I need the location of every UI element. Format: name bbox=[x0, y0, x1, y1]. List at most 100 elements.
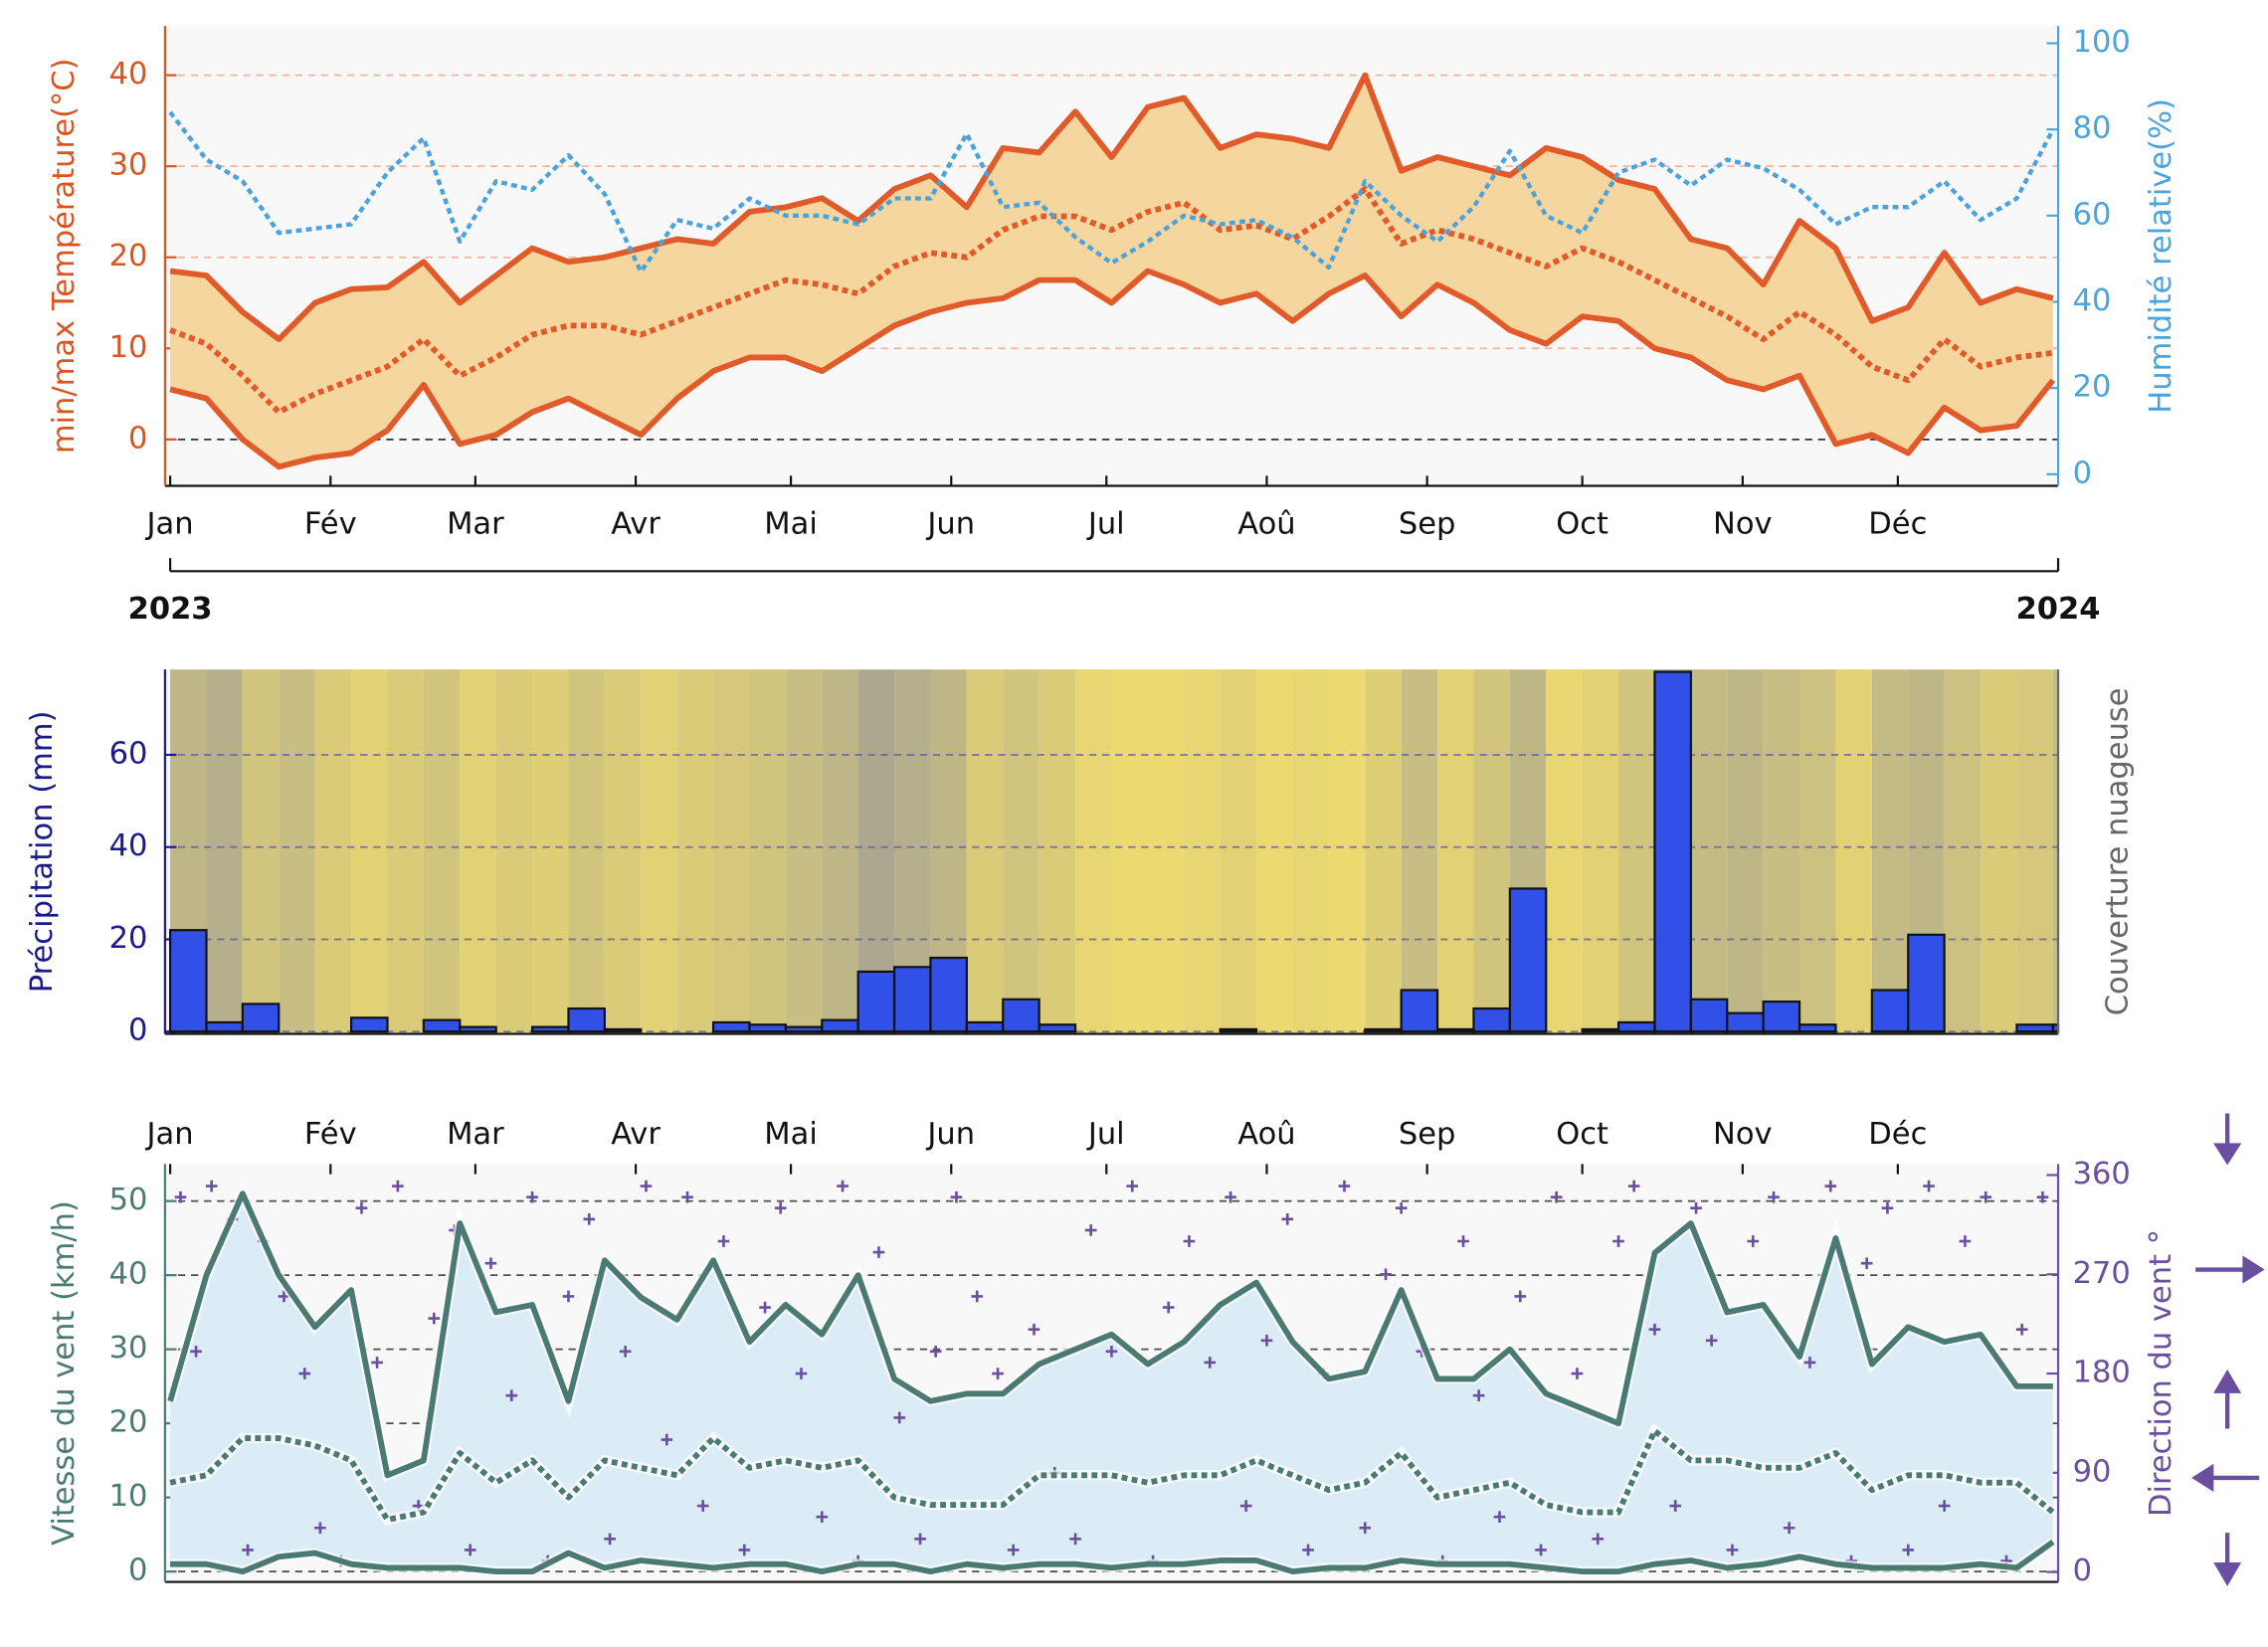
direction-point bbox=[174, 1190, 187, 1203]
direction-point bbox=[816, 1511, 829, 1523]
y-tick-label: 20 bbox=[109, 921, 148, 956]
x-tick-label: Sep bbox=[1399, 1117, 1456, 1152]
y-tick-label: 0 bbox=[128, 421, 147, 456]
y2-tick-label: 0 bbox=[2073, 1554, 2092, 1588]
direction-point bbox=[696, 1500, 709, 1512]
direction-point bbox=[1395, 1201, 1408, 1214]
cloud-stripe bbox=[2016, 669, 2053, 1034]
direction-point bbox=[1359, 1522, 1372, 1535]
cloud-stripe bbox=[641, 669, 677, 1034]
y2-tick-label: 90 bbox=[2073, 1454, 2112, 1489]
precip-bar bbox=[856, 970, 896, 1033]
direction-point bbox=[1204, 1357, 1217, 1369]
direction-point bbox=[484, 1257, 497, 1269]
cloud-stripe bbox=[1944, 669, 1982, 1034]
precip-bar bbox=[349, 1016, 389, 1033]
precip-bar bbox=[892, 966, 932, 1033]
y-tick-label: 50 bbox=[109, 1183, 148, 1217]
cloud-stripe bbox=[495, 669, 533, 1034]
x-tick-label: Nov bbox=[1713, 506, 1773, 541]
cloud-stripe bbox=[1690, 669, 1728, 1034]
direction-point bbox=[1338, 1180, 1351, 1192]
precip-bar bbox=[748, 1023, 787, 1033]
direction-point bbox=[1881, 1201, 1894, 1214]
x-tick-label: Mar bbox=[447, 506, 504, 541]
direction-point bbox=[681, 1190, 693, 1203]
precip-bar bbox=[1762, 1000, 1801, 1033]
cloud-stripe bbox=[351, 669, 388, 1034]
direction-point bbox=[190, 1346, 202, 1358]
series-line bbox=[168, 110, 2055, 274]
precip-bar bbox=[1002, 998, 1040, 1033]
year-label: 2024 bbox=[2016, 592, 2101, 627]
y-axis-title: min/max Température(°C) bbox=[47, 58, 82, 454]
cloud-stripe bbox=[1437, 669, 1474, 1034]
direction-point bbox=[1824, 1180, 1837, 1192]
direction-point bbox=[355, 1201, 368, 1214]
band-area bbox=[170, 1193, 2053, 1572]
direction-point bbox=[1938, 1500, 1951, 1512]
direction-point bbox=[1669, 1500, 1682, 1512]
direction-point bbox=[526, 1190, 538, 1203]
cloud-stripe bbox=[279, 669, 315, 1034]
arrow-head bbox=[2213, 1369, 2242, 1393]
direction-point bbox=[1281, 1213, 1294, 1225]
x-tick-label: Déc bbox=[1868, 1117, 1927, 1152]
x-tick-label: Déc bbox=[1868, 506, 1927, 541]
direction-point bbox=[717, 1235, 730, 1247]
cloud-stripe bbox=[676, 669, 714, 1034]
direction-point bbox=[837, 1180, 849, 1192]
x-tick-label: Fév bbox=[304, 1117, 357, 1152]
direction-point bbox=[1690, 1201, 1702, 1214]
direction-point bbox=[1980, 1190, 1992, 1203]
arrow-head bbox=[2213, 1143, 2242, 1166]
x-tick-label: Nov bbox=[1713, 1117, 1773, 1152]
y-tick-label: 10 bbox=[109, 1479, 148, 1514]
direction-point bbox=[971, 1290, 984, 1303]
direction-point bbox=[759, 1301, 771, 1314]
cloud-stripe bbox=[966, 669, 1004, 1034]
direction-point bbox=[1783, 1522, 1796, 1535]
precip-bar bbox=[530, 1025, 570, 1033]
direction-point bbox=[1860, 1257, 1873, 1269]
cloud-stripe bbox=[1075, 669, 1112, 1034]
direction-point bbox=[1648, 1323, 1661, 1336]
x-tick-label: Sep bbox=[1399, 506, 1456, 541]
precip-bar bbox=[1907, 933, 1946, 1033]
cloud-stripe bbox=[460, 669, 496, 1034]
x-tick-label: Mai bbox=[764, 1117, 818, 1152]
x-tick-label: Jan bbox=[145, 506, 194, 541]
cloud-stripe bbox=[1147, 669, 1185, 1034]
series-line bbox=[169, 268, 2056, 470]
direction-point bbox=[872, 1246, 885, 1258]
precip-bar bbox=[1364, 1027, 1403, 1033]
cloud-stripe bbox=[1835, 669, 1872, 1034]
x-tick-label: Fév bbox=[304, 506, 357, 541]
panel: 0 10 20 30 40 0 20 40 60 80 100 Jan Fév Mar Avr Mai Jun J… bbox=[47, 25, 2178, 627]
direction-point bbox=[1028, 1323, 1040, 1336]
direction-point bbox=[1571, 1368, 1584, 1379]
direction-point bbox=[929, 1346, 942, 1358]
direction-point bbox=[1705, 1334, 1718, 1347]
direction-point bbox=[242, 1544, 254, 1556]
direction-arrows bbox=[2191, 1113, 2265, 1586]
direction-point bbox=[2015, 1323, 2028, 1336]
y2-tick-label: 360 bbox=[2073, 1157, 2131, 1191]
precip-bar bbox=[168, 929, 208, 1033]
direction-point bbox=[1162, 1301, 1175, 1314]
direction-point bbox=[1105, 1346, 1118, 1358]
direction-point bbox=[1550, 1190, 1563, 1203]
y-tick-label: 10 bbox=[109, 330, 148, 365]
cloud-stripe bbox=[387, 669, 424, 1034]
cloud-stripe bbox=[1184, 669, 1221, 1034]
year-label: 2023 bbox=[128, 592, 213, 627]
cloud-stripe bbox=[1111, 669, 1148, 1034]
precip-bar bbox=[1870, 989, 1910, 1033]
series-line bbox=[169, 186, 2054, 416]
y-tick-label: 30 bbox=[109, 1331, 148, 1366]
y-tick-label: 20 bbox=[109, 1405, 148, 1440]
y2-axis-title: Direction du vent ° bbox=[2144, 1229, 2178, 1517]
direction-point bbox=[1183, 1235, 1196, 1247]
direction-point bbox=[298, 1368, 311, 1379]
cloud-stripe bbox=[713, 669, 750, 1034]
